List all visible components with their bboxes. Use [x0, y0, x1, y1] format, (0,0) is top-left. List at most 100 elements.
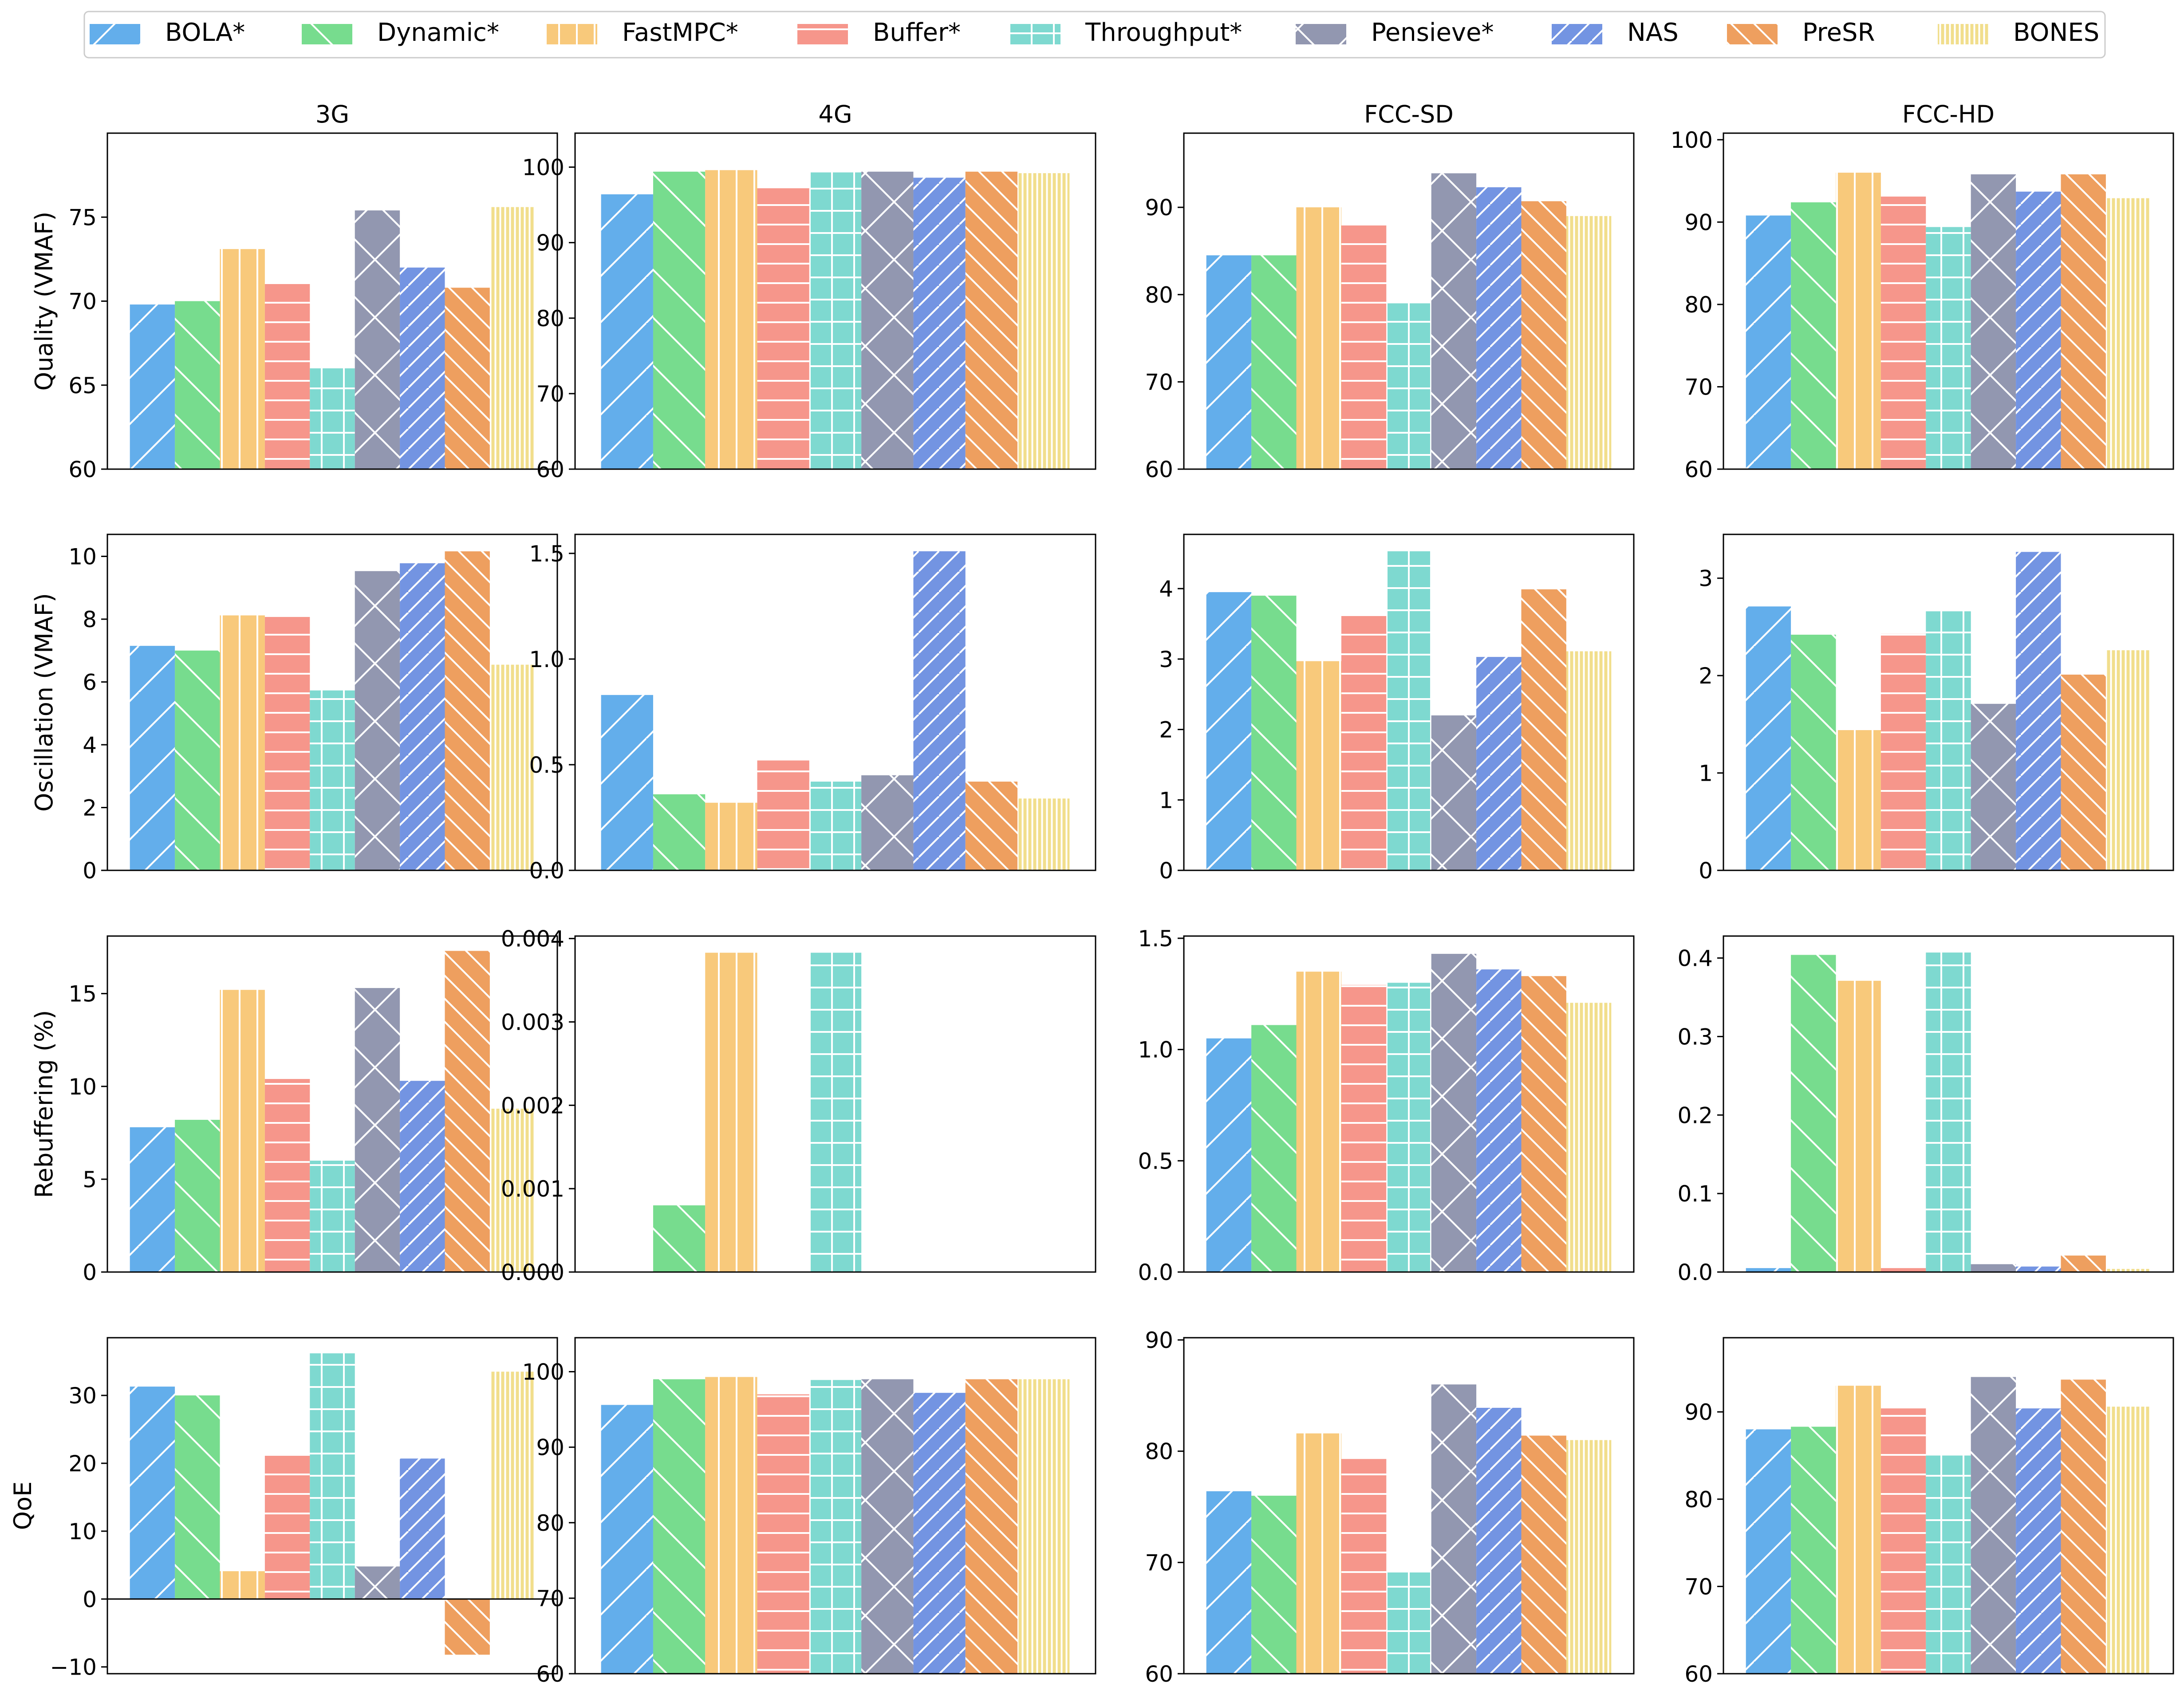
legend-swatch-pensieve [1296, 24, 1346, 44]
bar-presr [2061, 1255, 2106, 1272]
panel-qoe-fcc-hd: 60 70 80 90 [1684, 1337, 2174, 1687]
bar-bones [2105, 198, 2151, 469]
y-tick-label: 15 [68, 981, 97, 1007]
y-tick-label: 5 [83, 1167, 97, 1193]
bar-dynamic [175, 650, 220, 870]
axes-frame [1723, 935, 2174, 1273]
y-tick-label: 20 [68, 1451, 97, 1477]
y-tick-label: 60 [68, 457, 97, 482]
bar-buffer [264, 1454, 310, 1599]
y-tick-label: −10 [50, 1655, 97, 1680]
bar-fastmpc [1836, 730, 1881, 870]
axes-frame [1183, 1337, 1635, 1675]
bar-dynamic [653, 1379, 706, 1674]
bar-bola [1746, 1268, 1791, 1272]
y-tick-label: 1 [1699, 761, 1713, 786]
bar-pensieve [1431, 173, 1477, 469]
legend-entry-throughput: Throughput* [1010, 18, 1242, 47]
bar-presr [1521, 1435, 1566, 1674]
y-axis-label-oscillation-vmaf: Oscillation (VMAF) [30, 593, 58, 812]
y-tick-label: 70 [1684, 374, 1713, 400]
bar-fastmpc [1296, 661, 1341, 870]
y-tick-label: 0.3 [1677, 1024, 1713, 1050]
bar-dynamic [175, 1395, 220, 1599]
y-tick-label: 60 [1684, 1661, 1713, 1687]
legend-swatch-nas [1552, 24, 1602, 44]
y-tick-label: 0 [83, 1260, 97, 1285]
bar-bola [130, 1127, 175, 1272]
y-tick-label: 80 [1145, 1439, 1173, 1465]
bar-pensieve [355, 1566, 400, 1599]
bar-throughput [310, 368, 355, 469]
y-tick-label: 0.2 [1677, 1102, 1713, 1128]
bar-bones [489, 1371, 535, 1599]
bar-fastmpc [220, 615, 265, 870]
bar-throughput [310, 690, 355, 870]
y-tick-label: 90 [1145, 195, 1173, 221]
y-tick-label: 1.5 [1138, 926, 1173, 952]
bar-nas [1476, 1407, 1522, 1674]
bar-nas [1476, 657, 1522, 870]
legend-label-fastmpc: FastMPC* [622, 18, 738, 47]
bar-bola [130, 1387, 175, 1599]
y-tick-label: 6 [83, 670, 97, 695]
bar-presr [445, 551, 490, 870]
bar-throughput [1926, 1455, 1971, 1674]
legend-swatch-presr [1727, 24, 1778, 44]
y-tick-label: 2 [1159, 717, 1173, 743]
legend-entry-bones: BONES [1938, 18, 2099, 47]
bar-buffer [1341, 224, 1387, 470]
bar-pensieve [1971, 1264, 2016, 1272]
y-tick-label: 8 [83, 607, 97, 632]
y-tick-label: 0.0 [529, 858, 564, 884]
legend-entry-fastmpc: FastMPC* [547, 18, 738, 47]
axes-frame [106, 533, 558, 871]
bar-presr [965, 1379, 1018, 1674]
legend-entry-presr: PreSR [1727, 18, 1875, 47]
bar-bones [2105, 650, 2151, 870]
bar-bola [130, 304, 175, 469]
bar-dynamic [1251, 255, 1297, 469]
bar-bola [1206, 1491, 1252, 1674]
y-tick-label: 0.5 [1138, 1148, 1173, 1174]
y-tick-label: 90 [1145, 1328, 1173, 1353]
bar-dynamic [175, 301, 220, 469]
legend-label-buffer: Buffer* [873, 18, 961, 47]
panel-oscillation-vmaf-3g: 0 2 4 6 8 10 Oscillation (VMAF) [30, 533, 558, 884]
y-tick-label: 60 [536, 457, 564, 482]
bar-throughput [1386, 303, 1431, 469]
legend-swatch-throughput [1010, 24, 1060, 44]
y-tick-label: 0 [83, 1587, 97, 1612]
y-tick-label: 0.0 [1677, 1260, 1713, 1285]
bar-dynamic [1251, 596, 1297, 870]
y-tick-label: 100 [1671, 127, 1713, 153]
bar-nas [400, 267, 445, 469]
bar-bola [601, 1405, 653, 1674]
panel-qoe-3g: −10 0 10 20 30 QoE [9, 1337, 558, 1680]
bar-pensieve [355, 988, 400, 1272]
y-tick-label: 30 [68, 1383, 97, 1409]
bar-throughput [1926, 952, 1971, 1272]
bar-bola [1206, 1038, 1252, 1272]
bar-bones [1017, 1379, 1070, 1674]
y-axis-label-qoe: QoE [9, 1482, 37, 1530]
bar-buffer [1880, 1408, 1926, 1674]
panel-quality-vmaf-4g: 60 70 80 90 100 4G [522, 100, 1096, 482]
bar-nas [2016, 552, 2061, 870]
bar-presr [2061, 174, 2106, 469]
bar-fastmpc [705, 952, 757, 1272]
bar-dynamic [653, 794, 706, 870]
bar-dynamic [1791, 955, 1836, 1272]
bar-pensieve [1971, 1377, 2016, 1674]
bar-nas [2016, 1408, 2061, 1674]
bar-buffer [1880, 633, 1926, 870]
y-tick-label: 70 [536, 1586, 564, 1612]
y-tick-label: 10 [68, 1074, 97, 1100]
bar-dynamic [175, 1120, 220, 1272]
y-tick-label: 70 [536, 381, 564, 407]
bar-fastmpc [705, 802, 757, 870]
y-tick-label: 60 [1684, 457, 1713, 482]
axes-frame [1183, 935, 1635, 1273]
y-tick-label: 1.5 [529, 541, 564, 567]
bar-bones [1566, 216, 1612, 469]
